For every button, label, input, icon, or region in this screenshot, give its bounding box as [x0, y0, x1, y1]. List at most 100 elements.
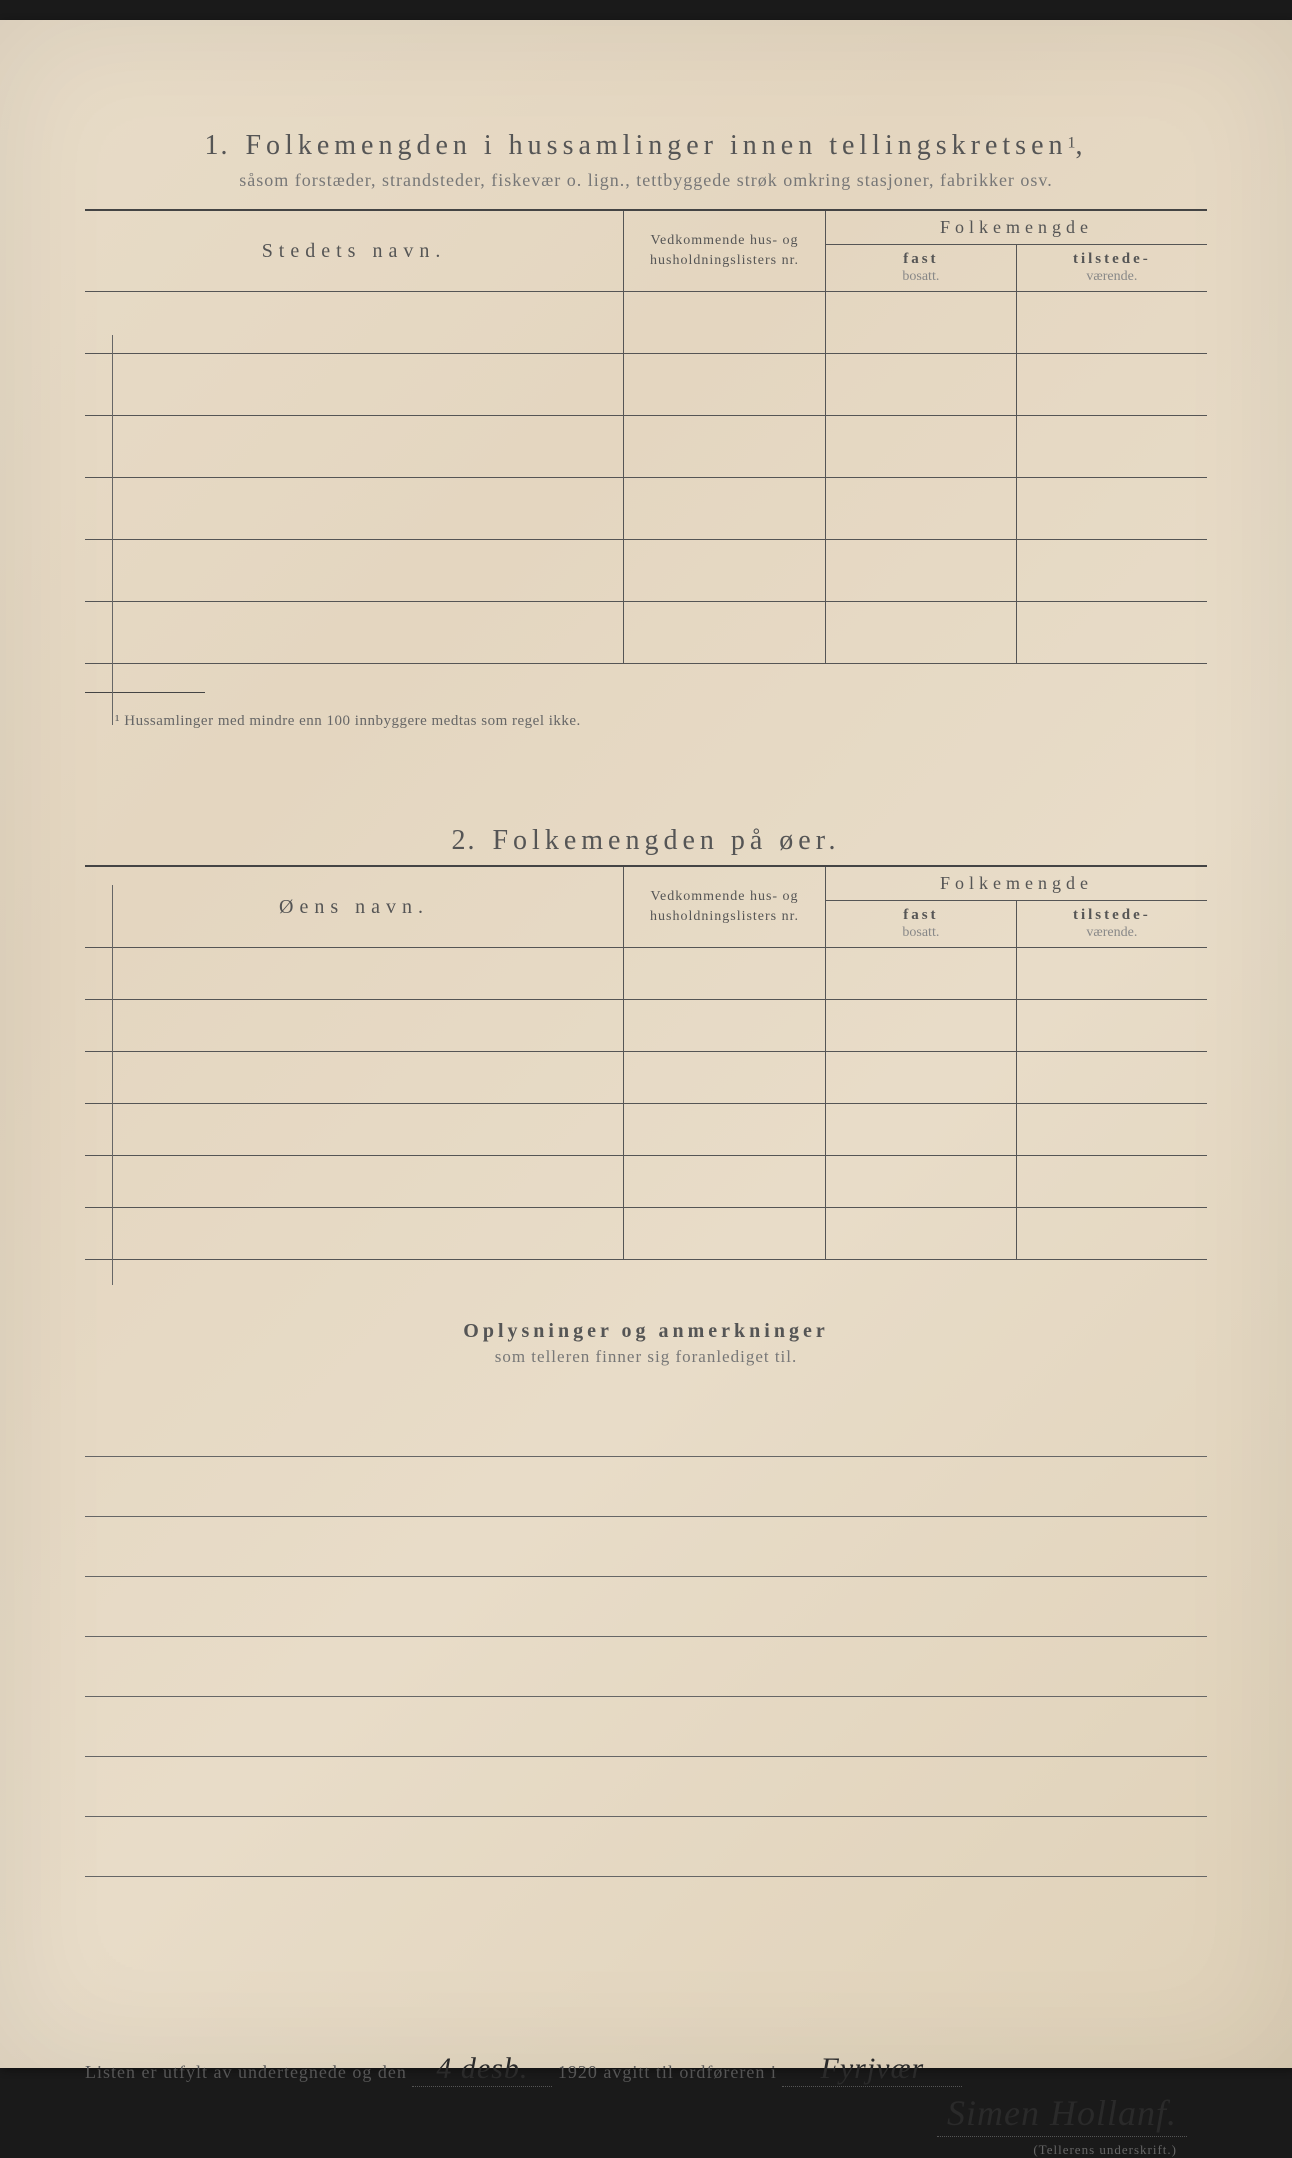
table-row — [85, 540, 1207, 602]
s1-fast-light: bosatt. — [902, 269, 939, 284]
table-cell — [624, 416, 826, 478]
sig-date-line: 4 desb. — [412, 2052, 552, 2087]
s2-col-name: Øens navn. — [85, 866, 624, 948]
s2-fast-bold: fast — [830, 907, 1012, 924]
s2-til-light: værende. — [1086, 925, 1137, 940]
table-cell — [1016, 354, 1207, 416]
s2-col-lists: Vedkommende hus- og husholdningslisters … — [624, 866, 826, 948]
table-cell — [624, 1000, 826, 1052]
sig-year: 1920 — [558, 2062, 598, 2082]
table-cell — [826, 478, 1017, 540]
table-cell — [624, 948, 826, 1000]
table-cell — [826, 1052, 1017, 1104]
margin-rule-2 — [112, 885, 113, 1285]
table-cell — [85, 1104, 624, 1156]
table-cell — [826, 948, 1017, 1000]
section1-subtitle: såsom forstæder, strandsteder, fiskevær … — [85, 170, 1207, 191]
table-cell — [624, 540, 826, 602]
table-cell — [624, 354, 826, 416]
table-cell — [1016, 478, 1207, 540]
ruled-line — [85, 1397, 1207, 1457]
table-cell — [826, 602, 1017, 664]
s1-col-lists: Vedkommende hus- og husholdningslisters … — [624, 210, 826, 292]
table-cell — [85, 354, 624, 416]
table-cell — [826, 1208, 1017, 1260]
table-cell — [1016, 948, 1207, 1000]
table-row — [85, 1156, 1207, 1208]
section1-title: 1. Folkemengden i hussamlinger innen tel… — [85, 130, 1207, 162]
s2-til-bold: tilstede- — [1021, 907, 1203, 924]
table-cell — [826, 416, 1017, 478]
table-cell — [624, 602, 826, 664]
table-cell — [1016, 416, 1207, 478]
table-cell — [1016, 602, 1207, 664]
table-cell — [1016, 1104, 1207, 1156]
s2-col-til: tilstede- værende. — [1016, 901, 1207, 948]
table-cell — [826, 1156, 1017, 1208]
section3-subtitle: som telleren finner sig foranlediget til… — [85, 1347, 1207, 1367]
table-cell — [826, 292, 1017, 354]
table-row — [85, 1104, 1207, 1156]
document-page: 1. Folkemengden i hussamlinger innen tel… — [0, 20, 1292, 2068]
table-cell — [85, 1208, 624, 1260]
table-cell — [1016, 292, 1207, 354]
ruled-line — [85, 1697, 1207, 1757]
table-cell — [85, 292, 624, 354]
ruled-line — [85, 1757, 1207, 1817]
table-cell — [85, 948, 624, 1000]
table-cell — [624, 478, 826, 540]
table-cell — [826, 1104, 1017, 1156]
section1-footnote: ¹ Hussamlinger med mindre enn 100 innbyg… — [85, 713, 1207, 730]
s1-fast-bold: fast — [830, 251, 1012, 268]
remarks-lines — [85, 1397, 1207, 1877]
signature-area: Listen er utfylt av undertegnede og den … — [85, 2052, 1207, 2087]
footnote-rule — [85, 692, 205, 693]
ruled-line — [85, 1817, 1207, 1877]
section1-table: Stedets navn. Vedkommende hus- og hushol… — [85, 209, 1207, 664]
ruled-line — [85, 1637, 1207, 1697]
table-cell — [1016, 540, 1207, 602]
margin-rule-1 — [112, 335, 113, 725]
s1-col-name: Stedets navn. — [85, 210, 624, 292]
sig-date-hand: 4 desb. — [436, 2052, 528, 2085]
table-cell — [624, 1104, 826, 1156]
table-cell — [85, 1052, 624, 1104]
sig-text-before: Listen er utfylt av undertegnede og den — [85, 2062, 407, 2082]
table-cell — [624, 1208, 826, 1260]
ruled-line — [85, 1577, 1207, 1637]
section3: Oplysninger og anmerkninger som telleren… — [85, 1320, 1207, 1877]
section1-sup: 1 — [1068, 135, 1076, 152]
s2-fast-light: bosatt. — [902, 925, 939, 940]
s1-col-til: tilstede- værende. — [1016, 245, 1207, 292]
s2-body — [85, 948, 1207, 1260]
sig-place-hand: Fyrjvær — [821, 2052, 925, 2085]
section2-table: Øens navn. Vedkommende hus- og husholdni… — [85, 865, 1207, 1260]
sig-caption: (Tellerens underskrift.) — [1033, 2142, 1177, 2158]
section1-number: 1. — [204, 130, 229, 161]
table-cell — [1016, 1208, 1207, 1260]
s1-col-fast: fast bosatt. — [826, 245, 1017, 292]
sig-name-hand: Simen Hollanf. — [937, 2092, 1187, 2137]
section2-number: 2. — [451, 825, 476, 856]
section1-title-text: Folkemengden i hussamlinger innen tellin… — [245, 130, 1067, 161]
s1-til-light: værende. — [1086, 269, 1137, 284]
table-cell — [85, 1156, 624, 1208]
table-cell — [624, 1052, 826, 1104]
s2-col-fast: fast bosatt. — [826, 901, 1017, 948]
table-row — [85, 416, 1207, 478]
section3-title: Oplysninger og anmerkninger — [85, 1320, 1207, 1343]
table-cell — [826, 540, 1017, 602]
table-cell — [826, 1000, 1017, 1052]
table-cell — [826, 354, 1017, 416]
table-row — [85, 292, 1207, 354]
ruled-line — [85, 1457, 1207, 1517]
s2-col-folk: Folkemengde — [826, 866, 1208, 901]
section2-title: 2. Folkemengden på øer. — [85, 825, 1207, 857]
table-cell — [1016, 1156, 1207, 1208]
table-cell — [1016, 1052, 1207, 1104]
table-row — [85, 1208, 1207, 1260]
table-cell — [624, 292, 826, 354]
sig-place-line: Fyrjvær — [782, 2052, 962, 2087]
table-row — [85, 1052, 1207, 1104]
sig-text-mid: avgitt til ordføreren i — [603, 2062, 776, 2082]
